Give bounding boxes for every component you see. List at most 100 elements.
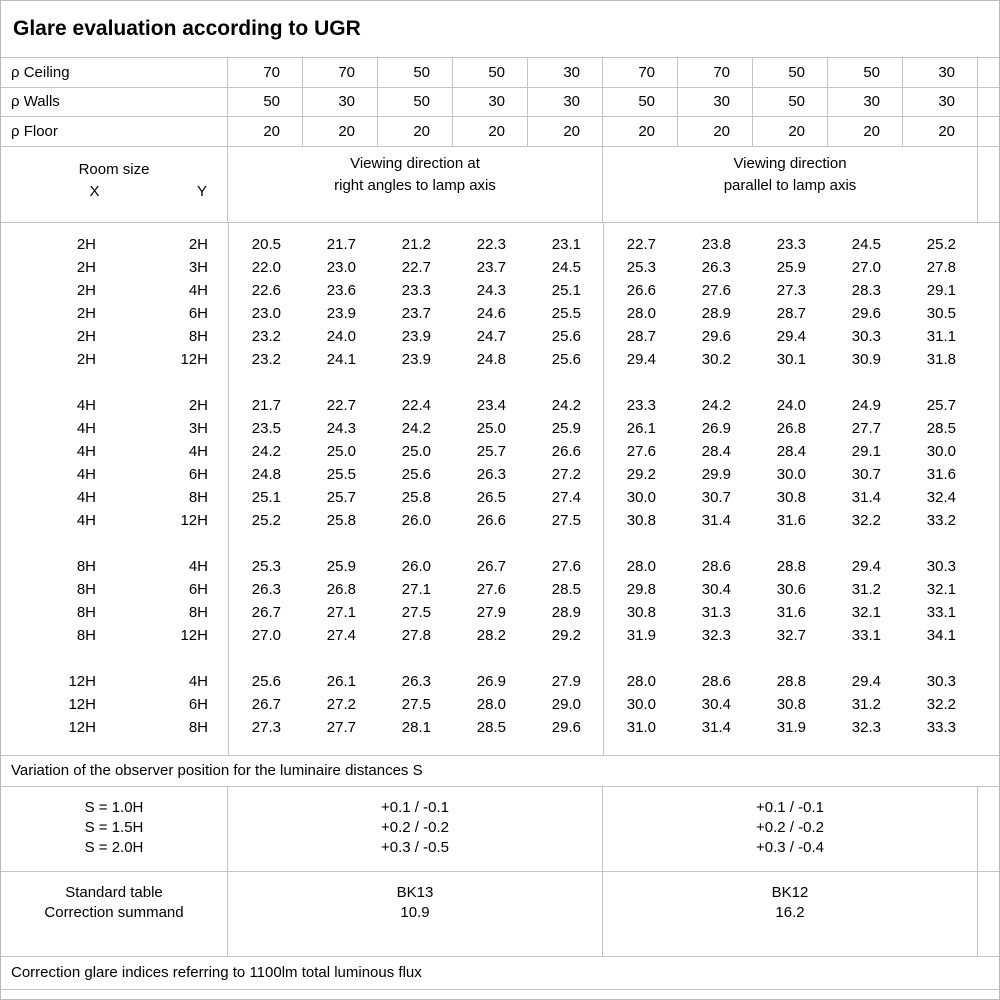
ugr-value-cell: 26.9 [701,419,731,437]
s-variation-value: +0.1 / -0.1 [756,798,824,816]
room-y-cell: 4H [188,281,208,299]
reflectance-value: 30 [678,87,753,117]
ugr-value-cell: 31.6 [776,603,806,621]
ugr-value-cell: 23.7 [401,304,431,322]
room-y-cell: 12H [180,626,208,644]
reflectance-value: 70 [303,58,378,87]
ugr-value-cell: 25.5 [551,304,581,322]
room-y-cell: 6H [188,695,208,713]
ugr-value-cell: 27.3 [251,718,281,736]
reflectance-value: 30 [903,58,978,87]
ugr-value-cell: 30.9 [851,350,881,368]
ugr-value-cell: 23.2 [251,350,281,368]
ugr-value-cell: 24.7 [476,327,506,345]
ugr-value-cell: 23.0 [326,258,356,276]
ugr-value-cell: 25.6 [551,350,581,368]
room-y-cell: 4H [188,672,208,690]
ugr-value-cell: 28.0 [626,304,656,322]
ugr-value-cell: 32.2 [926,695,956,713]
ugr-value-cell: 32.2 [851,511,881,529]
ugr-value-cell: 23.6 [326,281,356,299]
ugr-value-cell: 32.7 [776,626,806,644]
ugr-value-cell: 27.4 [326,626,356,644]
table-row: 2H 3H 22.0 23.0 22.7 23.7 24.5 25.3 26.3 25.9 27.0… [1,256,999,279]
ugr-value-cell: 29.1 [926,281,956,299]
room-y-cell: 4H [188,442,208,460]
ugr-value-cell: 24.3 [326,419,356,437]
ugr-value-cell: 24.0 [776,396,806,414]
ugr-value-cell: 28.0 [626,557,656,575]
ugr-value-cell: 23.8 [701,235,731,253]
ugr-value-cell: 25.2 [926,235,956,253]
ugr-value-cell: 34.1 [926,626,956,644]
correction-summand-label: Correction summand [44,903,184,921]
ugr-value-cell: 27.9 [551,672,581,690]
ugr-value-cell: 25.2 [251,511,281,529]
ugr-value-cell: 26.5 [476,488,506,506]
ugr-value-cell: 27.5 [401,603,431,621]
room-y-cell: 12H [180,350,208,368]
ugr-value-cell: 31.2 [851,695,881,713]
room-x-cell: 12H [68,695,96,713]
ugr-value-cell: 23.3 [776,235,806,253]
ugr-value-cell: 29.6 [701,327,731,345]
ugr-value-cell: 29.8 [626,580,656,598]
ugr-value-cell: 21.2 [401,235,431,253]
reflectance-value: 20 [528,117,603,146]
ugr-value-cell: 25.1 [251,488,281,506]
ugr-value-cell: 29.0 [551,695,581,713]
ugr-value-cell: 23.9 [401,327,431,345]
ugr-value-cell: 23.5 [251,419,281,437]
room-x-cell: 2H [76,281,96,299]
s-variation-value: +0.3 / -0.4 [756,838,824,856]
room-y-cell: 3H [188,419,208,437]
room-x-cell: 8H [76,603,96,621]
ugr-value-cell: 30.3 [926,557,956,575]
reflectance-value: 20 [378,117,453,146]
ugr-value-cell: 25.7 [476,442,506,460]
ugr-value-cell: 30.3 [851,327,881,345]
room-size-label: Room size [78,160,150,178]
ugr-value-cell: 30.8 [776,695,806,713]
reflectance-value: 30 [903,87,978,117]
reflectance-row: ρ Walls 50 30 50 30 30 50 30 50 30 30 [1,87,999,118]
ugr-value-cell: 24.2 [701,396,731,414]
ugr-value-cell: 30.0 [626,695,656,713]
ugr-value-cell: 31.8 [926,350,956,368]
ugr-values-body: 2H 2H 20.5 21.7 21.2 22.3 23.1 22.7 23.8 23.3 24.5… [1,222,999,756]
ugr-value-cell: 29.9 [701,465,731,483]
ugr-value-cell: 26.3 [701,258,731,276]
table-row: 8H 6H 26.3 26.8 27.1 27.6 28.5 29.8 30.4 30.6 31.2… [1,578,999,601]
room-x-cell: 2H [76,327,96,345]
standard-table-section: Standard table Correction summand BK13 1… [1,871,999,957]
ugr-value-cell: 27.2 [326,695,356,713]
reflectance-value: 30 [528,87,603,117]
ugr-value-cell: 23.4 [476,396,506,414]
ugr-value-cell: 29.4 [776,327,806,345]
ugr-value-cell: 25.5 [326,465,356,483]
reflectance-value: 50 [378,87,453,117]
ugr-value-cell: 31.9 [626,626,656,644]
ugr-value-cell: 28.9 [551,603,581,621]
page-title: Glare evaluation according to UGR [1,1,999,58]
ugr-value-cell: 25.3 [251,557,281,575]
ugr-value-cell: 27.0 [851,258,881,276]
spacer [978,147,999,222]
ugr-value-cell: 25.9 [326,557,356,575]
ugr-value-cell: 24.8 [476,350,506,368]
room-y-cell: 12H [180,511,208,529]
ugr-value-cell: 29.6 [851,304,881,322]
room-x-cell: 2H [76,350,96,368]
reflectance-value: 50 [453,58,528,87]
ugr-value-cell: 28.5 [926,419,956,437]
reflectance-value: 50 [603,87,678,117]
variation-note: Variation of the observer position for t… [1,756,999,787]
ugr-value-cell: 30.6 [776,580,806,598]
ugr-value-cell: 26.8 [776,419,806,437]
s-variation-value: +0.3 / -0.5 [381,838,449,856]
ugr-value-cell: 28.7 [776,304,806,322]
group-header-line: Viewing direction at [350,154,480,172]
reflectance-value: 20 [678,117,753,146]
ugr-value-cell: 32.1 [851,603,881,621]
standard-table-value: BK12 [771,883,809,901]
